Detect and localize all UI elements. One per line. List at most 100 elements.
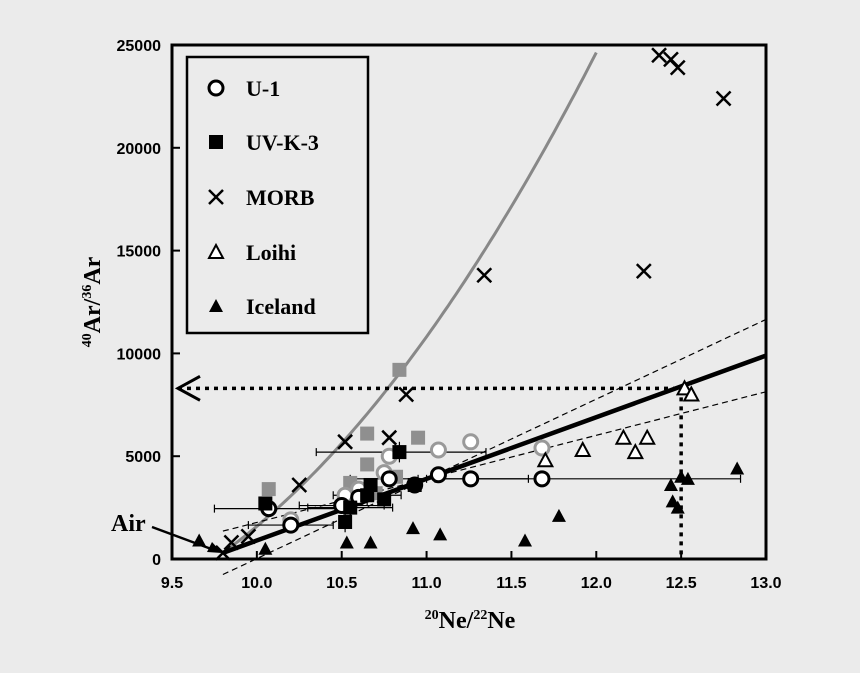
uvk3-point (338, 514, 353, 529)
iceland-point (405, 521, 420, 535)
loihi-point (574, 440, 592, 458)
morb-point (337, 433, 353, 450)
morb-point (223, 534, 240, 551)
morb-point (715, 90, 732, 107)
legend-marker-morb-stroke (208, 189, 224, 205)
x-tick-label: 11.5 (496, 575, 526, 592)
grey-square-point (392, 362, 407, 377)
iceland-point (680, 471, 695, 485)
x-axis-part2: Ne (487, 608, 515, 634)
loihi-point (536, 451, 555, 468)
y-axis-sup2: 36 (80, 285, 95, 299)
x-axis-sup1: 20 (425, 608, 439, 623)
y-tick-label: 10000 (117, 346, 162, 363)
y-tick-label: 25000 (117, 38, 162, 55)
morb-point-stroke (663, 51, 679, 68)
morb-point (476, 267, 493, 284)
iceland-point (433, 527, 448, 541)
morb-point (215, 544, 231, 561)
iceland-point (339, 535, 354, 549)
morb-point (651, 47, 667, 64)
x-tick-label: 12.0 (581, 575, 612, 592)
u1-point (429, 466, 447, 484)
x-tick-label: 10.5 (326, 575, 357, 592)
plot-frame (170, 43, 768, 561)
x-tick-label: 9.5 (161, 575, 183, 592)
morb-point-stroke (381, 429, 398, 446)
iceland-point (551, 508, 566, 522)
legend-marker-iceland (209, 299, 223, 312)
morb-point (381, 429, 398, 446)
loihi-point (682, 385, 700, 402)
uvk3-point (258, 496, 273, 511)
morb-point-stroke (635, 263, 652, 280)
morb-point (669, 59, 686, 76)
iceland-point (730, 461, 745, 475)
grey-circle-point (462, 433, 480, 451)
legend-label-uvk3: UV-K-3 (246, 130, 319, 155)
legend-marker-morb (208, 189, 224, 205)
x-tick-label: 12.5 (666, 575, 697, 592)
grey-square-point (411, 430, 426, 445)
morb-point-stroke (291, 477, 308, 493)
fit-upper-band (222, 318, 767, 532)
air-arrow (151, 525, 215, 552)
iceland-point (363, 535, 378, 549)
u1-point (462, 470, 480, 488)
morb-point-stroke (223, 534, 240, 551)
morb-point-stroke (337, 433, 353, 450)
uvk3-point (343, 500, 358, 515)
legend-label-loihi: Loihi (246, 240, 296, 265)
reference-arrowhead (174, 375, 201, 402)
loihi-point (614, 428, 633, 445)
morb-point (291, 477, 308, 493)
morb-point (240, 528, 257, 545)
grey-square-point (261, 482, 276, 497)
x-axis-title: 20Ne/22Ne (425, 608, 516, 634)
y-axis-part2: Ar (80, 256, 106, 284)
morb-point-stroke (651, 47, 667, 64)
y-axis-sup1: 40 (80, 333, 95, 347)
legend-label-iceland: Iceland (246, 294, 316, 319)
y-tick-label: 0 (152, 552, 161, 569)
x-tick-label: 10.0 (241, 575, 272, 592)
uvk3-point (407, 477, 422, 492)
morb-point-stroke (398, 386, 415, 403)
uvk3-point (392, 445, 407, 460)
u1-point (282, 516, 300, 534)
u1-point (533, 470, 551, 488)
iceland-point (663, 477, 678, 491)
y-axis-title: 40Ar/36Ar (80, 256, 106, 347)
y-axis-part1: Ar/ (80, 298, 106, 333)
y-tick-label: 5000 (125, 449, 161, 466)
morb-point (635, 263, 652, 280)
iceland-point (670, 500, 685, 514)
iceland-point (258, 541, 273, 555)
legend-label-u1: U-1 (246, 76, 280, 101)
loihi-point (626, 442, 644, 460)
y-tick-label: 20000 (117, 141, 162, 158)
air-arrowhead (207, 542, 222, 553)
grey-circle-point (533, 439, 551, 457)
iceland-point (518, 533, 533, 547)
legend: U-1 UV-K-3 MORB Loihi Iceland (185, 55, 370, 335)
grey-square-point (360, 457, 375, 472)
grey-square-point (360, 426, 375, 441)
uvk3-point (363, 477, 378, 492)
legend-marker-loihi (207, 242, 225, 259)
x-axis-part1: Ne/ (439, 608, 474, 634)
air-label: Air (111, 511, 146, 537)
u1-point (380, 470, 398, 488)
morb-trend-curve (222, 51, 598, 555)
x-axis-sup2: 22 (473, 608, 487, 623)
morb-point (398, 386, 415, 403)
morb-point-stroke (669, 59, 686, 76)
uvk3-point (377, 492, 392, 507)
x-tick-label: 13.0 (750, 575, 781, 592)
legend-marker-u1 (207, 79, 225, 97)
grey-circle-point (429, 441, 447, 459)
morb-point-stroke (476, 267, 493, 284)
legend-label-morb: MORB (246, 185, 315, 210)
loihi-point (638, 428, 656, 445)
